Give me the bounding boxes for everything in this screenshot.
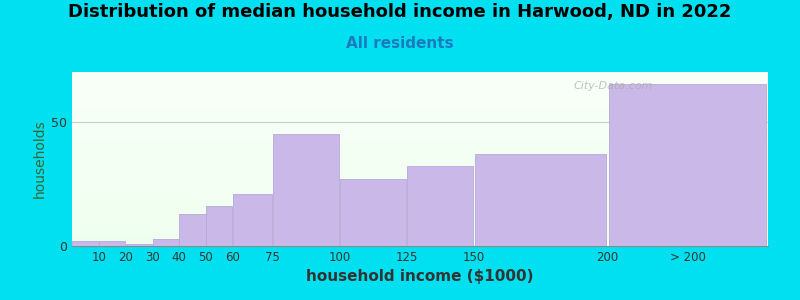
Bar bbox=[475, 154, 606, 246]
Bar bbox=[340, 179, 406, 246]
Text: City-Data.com: City-Data.com bbox=[573, 81, 653, 91]
Bar bbox=[126, 244, 152, 246]
Bar bbox=[153, 238, 179, 246]
Y-axis label: households: households bbox=[33, 120, 47, 198]
Bar bbox=[72, 241, 98, 246]
X-axis label: household income ($1000): household income ($1000) bbox=[306, 269, 534, 284]
Bar bbox=[407, 167, 473, 246]
Bar bbox=[233, 194, 272, 246]
Bar bbox=[179, 214, 206, 246]
Text: Distribution of median household income in Harwood, ND in 2022: Distribution of median household income … bbox=[68, 3, 732, 21]
Bar bbox=[609, 84, 766, 246]
Text: All residents: All residents bbox=[346, 36, 454, 51]
Bar bbox=[99, 241, 126, 246]
Bar bbox=[206, 206, 232, 246]
Bar bbox=[274, 134, 339, 246]
